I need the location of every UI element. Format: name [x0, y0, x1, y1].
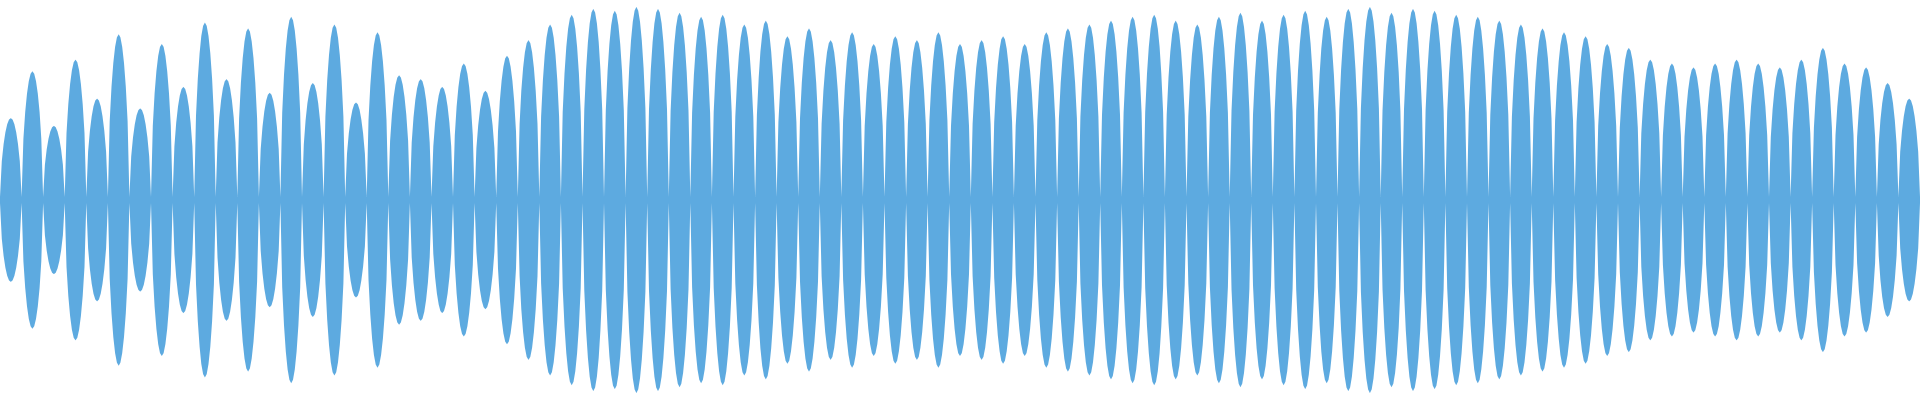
waveform-shape — [0, 6, 1920, 394]
